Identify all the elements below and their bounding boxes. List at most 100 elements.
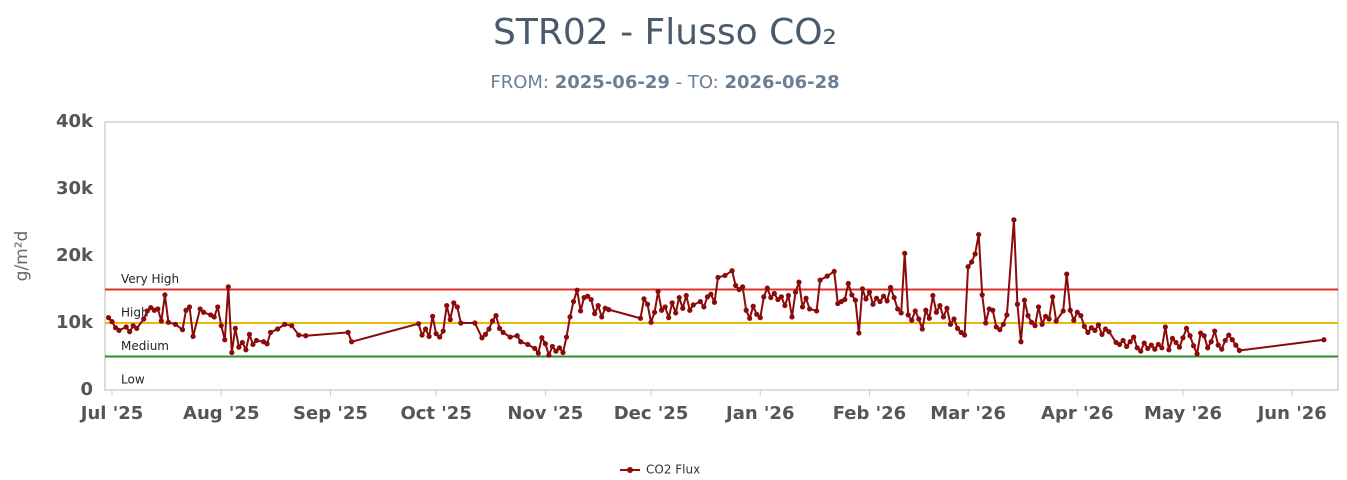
point [954,325,961,331]
point [155,306,161,312]
point [123,324,129,330]
point [479,335,485,341]
point [1162,324,1168,330]
point [112,325,119,331]
point [644,301,651,307]
point [736,286,742,293]
point [440,328,446,334]
point [1134,345,1140,351]
point [704,294,711,300]
point [588,296,594,303]
point [743,307,749,313]
point [500,329,506,335]
point [669,300,675,306]
point [190,333,196,339]
point [141,316,147,322]
point [1046,316,1052,322]
point [1102,326,1109,332]
point [764,285,770,291]
point [1018,339,1024,345]
point [567,314,573,320]
point [662,304,668,310]
point [595,302,601,309]
point [574,287,580,293]
point [1085,329,1091,335]
point [782,302,788,309]
point [535,350,541,356]
point [708,291,714,297]
point [1099,331,1105,337]
plot-frame [104,121,1339,391]
point [1095,322,1102,328]
point [1025,313,1031,319]
point [648,319,654,325]
point [1021,297,1028,303]
point [1032,323,1038,329]
point [1198,330,1204,336]
point [979,292,985,298]
point [1180,335,1186,341]
point [486,326,492,332]
point [489,318,496,324]
point [754,311,760,317]
point [606,307,612,313]
point [1060,308,1066,314]
point [105,315,112,321]
x-tick-label: Mar '26 [930,403,1006,424]
point [426,333,432,339]
point [447,317,453,323]
point [849,292,855,298]
point [532,345,538,352]
point [983,320,989,326]
chart-title: STR02 - Flusso CO₂ [493,12,837,53]
point [422,326,429,332]
point [1219,346,1225,352]
point [789,314,795,320]
point [1014,301,1021,307]
subtitle-to-label: - TO: [676,72,719,93]
x-tick-label: Aug '25 [183,403,259,424]
point [852,297,858,303]
point [1039,321,1045,327]
point [972,251,978,257]
point [880,293,887,299]
point [1215,342,1221,348]
point [792,289,799,295]
point [130,323,136,329]
point [824,273,830,279]
point [1321,337,1327,343]
subtitle-to: 2026-06-28 [724,72,839,93]
point [289,323,295,329]
point [909,317,915,323]
point [514,333,520,339]
point [1004,312,1010,318]
point [1212,328,1218,334]
point [940,314,947,320]
point [961,332,968,338]
point [507,334,513,340]
point [444,302,450,309]
point [1043,313,1049,319]
legend-marker [627,467,633,473]
legend-label[interactable]: CO2 Flux [646,463,700,477]
point [518,339,524,345]
point [144,308,150,314]
point [933,309,939,315]
point [148,304,154,311]
point [1067,307,1073,313]
point [570,298,577,305]
point [183,307,189,313]
series-line [107,218,1325,357]
point [637,315,644,321]
point [1116,341,1123,348]
point [116,327,122,333]
subtitle-from-label: FROM: [490,72,549,93]
point [1141,340,1147,346]
point [842,296,848,303]
point [218,323,224,329]
point [539,335,545,341]
point [232,325,238,331]
point [1071,317,1077,323]
threshold-label: Low [121,373,145,387]
